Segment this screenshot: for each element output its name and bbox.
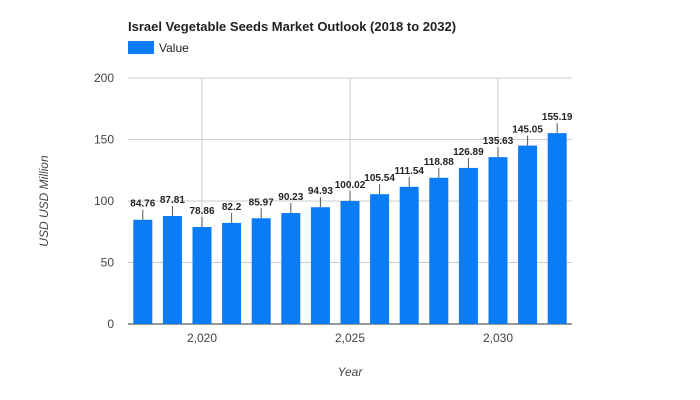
x-tick-label: 2,030 [483,331,513,345]
bar-2019 [162,215,182,324]
bar-2024 [310,207,330,324]
data-label: 155.19 [542,112,573,123]
y-tick-label: 150 [94,133,114,147]
data-label: 94.93 [308,186,333,197]
y-tick-label: 0 [107,317,114,331]
bar-2025 [340,200,360,324]
data-label: 87.81 [160,195,185,206]
data-label: 118.88 [424,157,454,168]
x-tick-label: 2,020 [187,331,217,345]
bar-2026 [370,194,390,324]
y-tick-label: 200 [94,71,114,85]
data-label: 126.89 [453,147,484,158]
bar-2028 [429,177,449,324]
bar-2022 [251,218,271,324]
data-label: 145.05 [512,125,543,136]
data-label: 135.63 [483,136,514,147]
legend-swatch-value [128,41,154,54]
legend-label-value: Value [159,41,189,55]
data-label: 111.54 [394,166,424,177]
data-label: 84.76 [130,199,155,210]
data-label: 90.23 [278,192,303,203]
data-label: 82.2 [222,202,242,213]
data-label: 85.97 [249,197,274,208]
y-tick-label: 50 [101,256,115,270]
y-tick-label: 100 [94,194,114,208]
data-label: 100.02 [335,180,366,191]
y-axis-title: USD USD Million [37,155,51,247]
bar-2018 [133,219,153,324]
data-label: 78.86 [189,206,214,217]
bar-2027 [399,186,419,324]
bar-2032 [547,133,567,324]
bar-2029 [458,167,478,324]
bar-2023 [281,213,301,324]
bar-2030 [488,157,508,324]
chart-title: Israel Vegetable Seeds Market Outlook (2… [128,19,456,34]
bar-2021 [222,222,242,324]
x-axis-title: Year [338,365,364,379]
bar-2020 [192,227,212,324]
data-label: 105.54 [364,173,395,184]
x-tick-label: 2,025 [335,331,365,345]
bar-2031 [518,145,538,324]
